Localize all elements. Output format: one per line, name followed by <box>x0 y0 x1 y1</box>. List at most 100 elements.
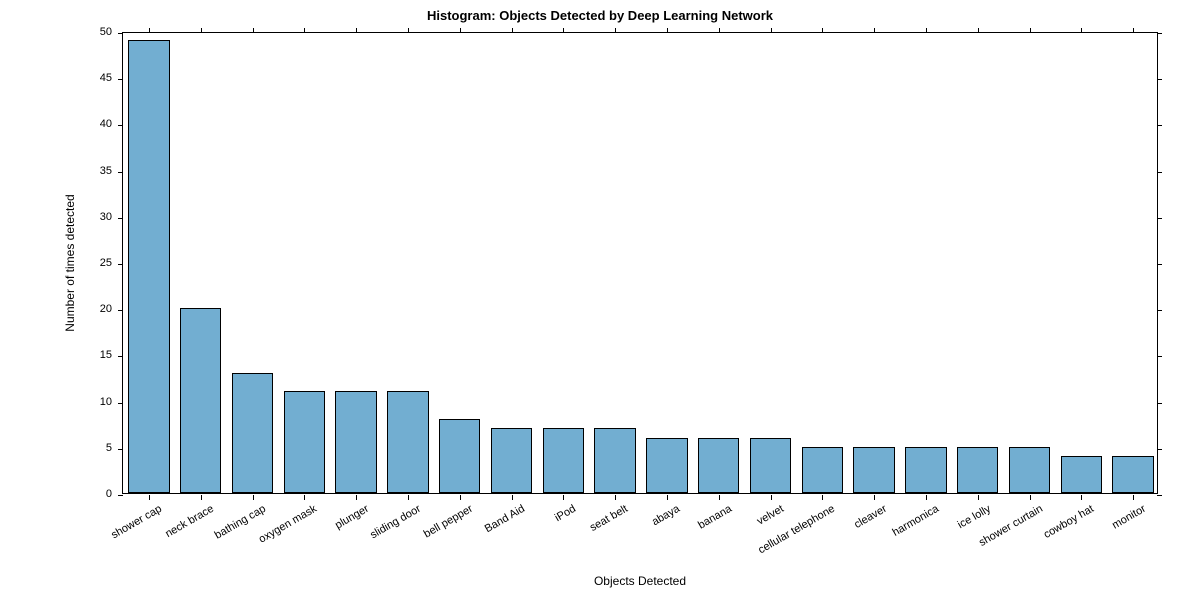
x-tick-label: velvet <box>755 503 786 528</box>
y-tick-mark <box>118 495 123 496</box>
x-tick-mark <box>149 495 150 500</box>
x-tick-mark <box>719 495 720 500</box>
bar <box>646 438 687 493</box>
x-tick-mark <box>201 28 202 33</box>
x-tick-mark <box>1030 495 1031 500</box>
x-tick-label: neck brace <box>163 503 216 540</box>
bar <box>1112 456 1153 493</box>
x-tick-label: abaya <box>650 503 682 528</box>
x-tick-mark <box>1133 495 1134 500</box>
y-tick-label: 40 <box>100 118 112 130</box>
x-tick-label: banana <box>696 503 734 532</box>
x-tick-mark <box>978 495 979 500</box>
y-tick-mark <box>1157 125 1162 126</box>
x-tick-mark <box>1030 28 1031 33</box>
x-tick-mark <box>719 28 720 33</box>
y-tick-label: 5 <box>106 442 112 454</box>
x-tick-mark <box>822 28 823 33</box>
x-tick-mark <box>771 495 772 500</box>
x-tick-label: oxygen mask <box>257 503 319 546</box>
y-tick-mark <box>118 79 123 80</box>
bar <box>543 428 584 493</box>
bar <box>957 447 998 493</box>
x-tick-mark <box>563 495 564 500</box>
y-tick-label: 25 <box>100 257 112 269</box>
x-tick-label: Band Aid <box>482 503 526 535</box>
y-tick-label: 45 <box>100 72 112 84</box>
bar <box>853 447 894 493</box>
x-tick-mark <box>460 28 461 33</box>
bar <box>491 428 532 493</box>
y-tick-mark <box>118 310 123 311</box>
bar <box>698 438 739 493</box>
x-tick-mark <box>512 28 513 33</box>
x-tick-label: ice lolly <box>955 503 992 531</box>
y-tick-label: 35 <box>100 165 112 177</box>
y-tick-mark <box>118 449 123 450</box>
bar <box>750 438 791 493</box>
x-tick-label: bell pepper <box>421 503 474 541</box>
bar <box>232 373 273 493</box>
y-tick-mark <box>118 264 123 265</box>
bar <box>594 428 635 493</box>
x-tick-label: iPod <box>553 503 578 524</box>
x-tick-mark <box>1133 28 1134 33</box>
x-tick-mark <box>253 495 254 500</box>
y-tick-mark <box>1157 449 1162 450</box>
bar <box>387 391 428 493</box>
x-tick-mark <box>460 495 461 500</box>
y-tick-mark <box>1157 218 1162 219</box>
x-tick-mark <box>615 495 616 500</box>
bar <box>439 419 480 493</box>
y-tick-mark <box>1157 264 1162 265</box>
x-tick-mark <box>563 28 564 33</box>
y-tick-label: 15 <box>100 349 112 361</box>
chart-container: Histogram: Objects Detected by Deep Lear… <box>0 0 1200 600</box>
bar <box>335 391 376 493</box>
y-tick-label: 10 <box>100 396 112 408</box>
x-tick-mark <box>356 495 357 500</box>
bar <box>1009 447 1050 493</box>
x-tick-mark <box>408 28 409 33</box>
bar <box>905 447 946 493</box>
x-tick-label: plunger <box>333 503 371 532</box>
x-tick-mark <box>771 28 772 33</box>
y-tick-mark <box>1157 403 1162 404</box>
x-tick-label: sliding door <box>368 503 423 542</box>
x-tick-mark <box>822 495 823 500</box>
x-axis-label: Objects Detected <box>594 574 686 588</box>
y-tick-mark <box>1157 172 1162 173</box>
x-tick-label: monitor <box>1110 503 1148 532</box>
y-tick-mark <box>118 356 123 357</box>
y-tick-mark <box>118 403 123 404</box>
x-tick-mark <box>926 495 927 500</box>
x-tick-label: cowboy hat <box>1042 503 1096 541</box>
bar <box>284 391 325 493</box>
x-tick-mark <box>1081 28 1082 33</box>
x-tick-mark <box>978 28 979 33</box>
x-tick-mark <box>874 28 875 33</box>
y-tick-mark <box>118 172 123 173</box>
x-tick-mark <box>356 28 357 33</box>
x-tick-mark <box>304 495 305 500</box>
x-tick-mark <box>1081 495 1082 500</box>
x-tick-mark <box>667 495 668 500</box>
y-tick-mark <box>1157 310 1162 311</box>
chart-title: Histogram: Objects Detected by Deep Lear… <box>0 8 1200 23</box>
y-tick-label: 50 <box>100 26 112 38</box>
bar <box>128 40 169 493</box>
plot-area <box>122 32 1158 494</box>
y-tick-label: 30 <box>100 211 112 223</box>
y-tick-label: 0 <box>106 488 112 500</box>
bar <box>180 308 221 493</box>
x-tick-label: shower cap <box>109 503 164 542</box>
x-tick-mark <box>201 495 202 500</box>
x-tick-mark <box>408 495 409 500</box>
bar <box>802 447 843 493</box>
bar <box>1061 456 1102 493</box>
x-tick-mark <box>926 28 927 33</box>
x-tick-label: seat belt <box>588 503 630 534</box>
y-tick-mark <box>1157 33 1162 34</box>
y-tick-mark <box>118 218 123 219</box>
y-tick-mark <box>1157 356 1162 357</box>
